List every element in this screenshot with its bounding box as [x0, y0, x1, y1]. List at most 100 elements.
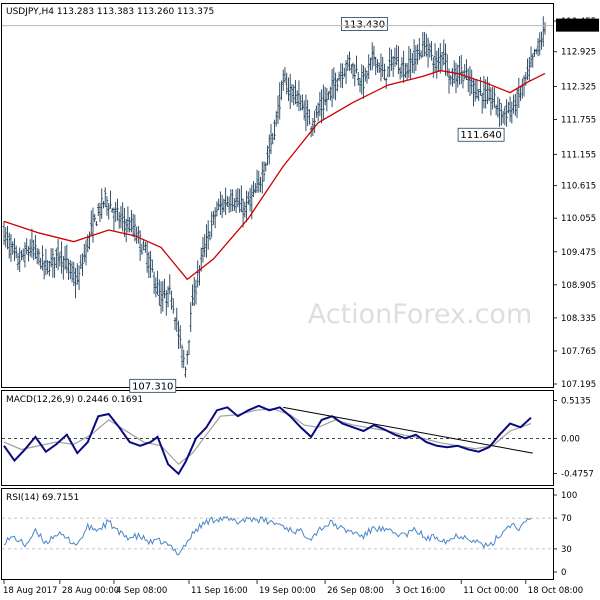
ohlc-bar: [493, 87, 496, 108]
ohlc-bar: [386, 66, 390, 78]
ohlc-bar: [117, 211, 121, 229]
ohlc-bar: [444, 43, 447, 76]
ohlc-bar: [91, 207, 95, 243]
ohlc-bar: [266, 145, 269, 166]
price-annotation: 107.310: [129, 378, 177, 393]
ohlc-bar: [264, 161, 268, 172]
rsi-tick-label: 0: [561, 568, 566, 578]
ohlc-bar: [260, 161, 264, 194]
ohlc-bar: [367, 54, 371, 80]
price-axis: 113.455112.925112.325111.755111.155110.6…: [553, 17, 599, 390]
ohlc-bar: [489, 87, 493, 116]
ohlc-bar: [404, 63, 407, 78]
ohlc-bar: [337, 71, 341, 82]
ohlc-bar: [451, 67, 454, 87]
ohlc-bar: [189, 302, 193, 332]
macd-axis: 0.5135 0.00 -0.4757: [553, 396, 594, 480]
ohlc-bar: [377, 62, 381, 74]
ohlc-bar: [233, 198, 236, 212]
annotation-box: [341, 17, 388, 31]
ohlc-bar: [259, 176, 262, 193]
ohlc-bar: [531, 53, 535, 68]
ohlc-bar: [534, 48, 538, 55]
ohlc-bar: [308, 109, 311, 125]
ohlc-bar: [112, 207, 116, 231]
ohlc-bar: [205, 224, 208, 258]
ohlc-bar: [320, 89, 323, 124]
price-tick-label: 111.755: [561, 116, 596, 126]
ohlc-bar: [281, 69, 285, 91]
ohlc-bar: [487, 82, 491, 102]
ohlc-bar: [477, 89, 480, 101]
ohlc-bar: [163, 278, 166, 299]
ohlc-bar: [7, 232, 11, 259]
ohlc-bar: [280, 80, 283, 101]
ohlc-bar: [96, 203, 100, 216]
ohlc-bar: [56, 239, 60, 271]
ohlc-bar: [356, 72, 360, 86]
ohlc-bar: [370, 42, 374, 71]
ohlc-bar: [226, 195, 229, 207]
ohlc-bar: [412, 39, 416, 74]
ohlc-bar: [215, 201, 219, 217]
ohlc-bar: [294, 80, 297, 105]
ohlc-bar: [484, 79, 487, 109]
ohlc-bar: [55, 248, 58, 269]
ohlc-bar: [468, 66, 472, 97]
ohlc-bar: [344, 60, 348, 85]
annotation-label: 107.310: [132, 381, 173, 392]
price-tick-label: 107.195: [561, 380, 596, 390]
ohlc-bar: [187, 339, 191, 356]
ohlc-bar: [295, 90, 299, 107]
ohlc-bar: [491, 86, 494, 110]
ohlc-bar: [119, 205, 123, 229]
ohlc-bar: [49, 248, 53, 268]
ohlc-bar: [388, 47, 391, 77]
ohlc-bar: [194, 279, 198, 305]
price-bars: [2, 16, 547, 378]
ohlc-bar: [433, 43, 437, 72]
ohlc-bar: [60, 241, 63, 274]
ohlc-bar: [254, 183, 257, 194]
ohlc-bar: [390, 49, 393, 71]
ohlc-bar: [536, 38, 540, 57]
ohlc-bar: [343, 67, 346, 78]
ohlc-bar: [199, 247, 203, 272]
ohlc-bar: [168, 274, 172, 295]
time-tick-label: 3 Oct 16:00: [395, 586, 445, 596]
rsi-tick-label: 70: [561, 514, 572, 524]
ohlc-bar: [325, 87, 329, 112]
ohlc-bar: [142, 238, 145, 251]
ohlc-bar: [473, 78, 477, 102]
ohlc-bar: [82, 243, 86, 263]
ohlc-bar: [126, 206, 130, 233]
ohlc-bar: [515, 88, 519, 119]
ohlc-bar: [236, 187, 240, 208]
ohlc-bar: [349, 64, 353, 74]
ohlc-bar: [267, 134, 271, 165]
ohlc-bar: [102, 200, 105, 209]
ohlc-bar: [442, 39, 446, 66]
ohlc-bar: [248, 187, 252, 212]
ohlc-bar: [192, 276, 196, 306]
ohlc-bar: [498, 98, 501, 127]
ohlc-bar: [419, 50, 423, 59]
ohlc-bar: [165, 290, 168, 316]
price-tick-label: 108.335: [561, 314, 596, 324]
ohlc-bar: [334, 72, 337, 101]
ohlc-bar: [159, 281, 163, 314]
ohlc-bar: [247, 191, 250, 205]
ohlc-bar: [475, 79, 479, 100]
macd-tick-label: 0.00: [561, 434, 580, 444]
ohlc-bar: [283, 67, 287, 83]
annotation-label: 113.430: [344, 19, 385, 30]
ohlc-bar: [63, 245, 67, 270]
macd-trendline: [283, 406, 533, 454]
rsi-axis: 100 70 30 0: [553, 491, 577, 578]
ohlc-bar: [336, 78, 339, 92]
ohlc-bar: [332, 67, 336, 99]
ohlc-bar: [44, 248, 48, 276]
ohlc-bar: [151, 259, 154, 273]
rsi-line: [3, 515, 532, 556]
ohlc-bar: [397, 46, 400, 75]
